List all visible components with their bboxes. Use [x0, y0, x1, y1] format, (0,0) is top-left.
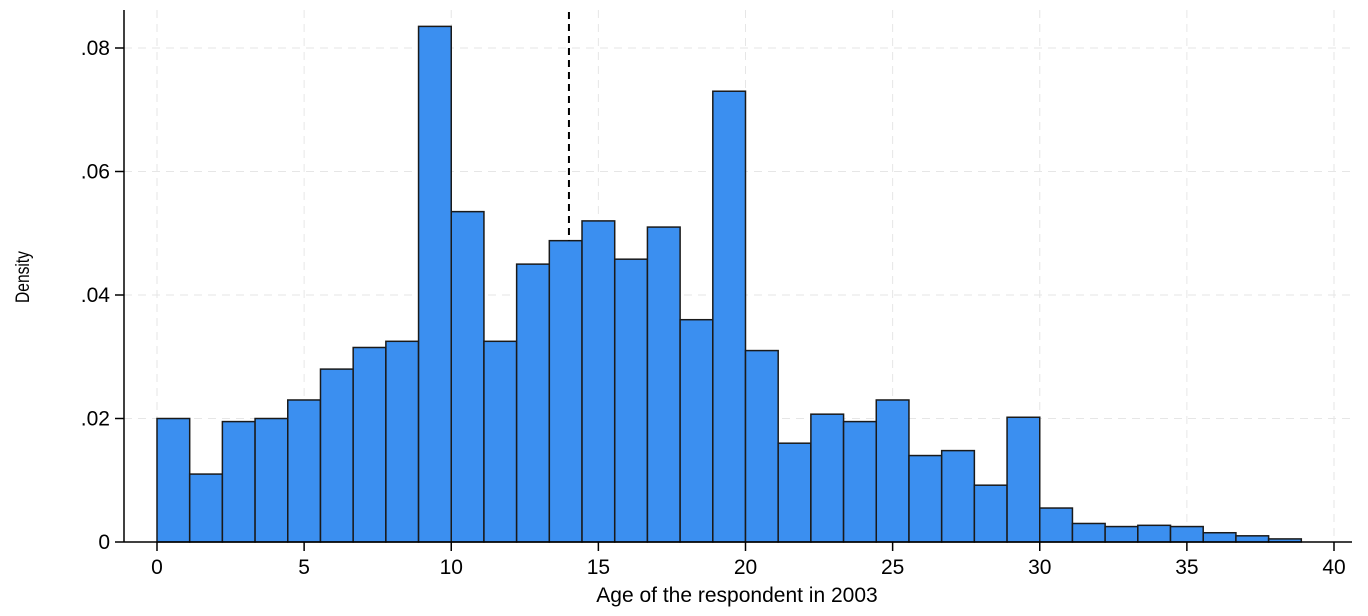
histogram-bar	[1039, 507, 1074, 543]
histogram-bar	[679, 318, 714, 543]
y-tick-labels: 0 .02 .04 .06 .08	[81, 37, 111, 554]
y-tick-label: .06	[81, 161, 110, 184]
histogram-bar	[1235, 535, 1270, 543]
histogram-bar	[319, 368, 354, 543]
y-tick-label: .04	[81, 284, 111, 307]
y-tick-label: .08	[81, 37, 110, 60]
histogram-bar	[548, 239, 583, 543]
histogram-bar	[875, 399, 910, 543]
histogram-bar	[1202, 531, 1237, 543]
histogram-bar	[842, 420, 878, 543]
histogram-bar	[515, 263, 551, 543]
histogram-bar	[777, 442, 812, 543]
histogram-bar	[352, 346, 387, 543]
bars	[156, 25, 1303, 543]
x-tick-label: 35	[1175, 556, 1198, 579]
histogram-bar	[385, 340, 420, 543]
x-tick-label: 5	[298, 556, 310, 579]
histogram-bar	[1137, 524, 1172, 543]
histogram-bar	[1071, 522, 1106, 543]
histogram-bar	[1006, 416, 1041, 543]
histogram-bar	[188, 473, 224, 543]
y-axis-label: Density	[12, 251, 34, 303]
histogram-bar	[973, 484, 1008, 543]
y-tick-label: .02	[81, 408, 110, 431]
x-axis-label: Age of the respondent in 2003	[596, 584, 877, 607]
histogram-bar	[712, 90, 747, 543]
histogram-bar	[221, 420, 256, 543]
x-tick-label: 10	[440, 556, 463, 579]
x-tick-label: 30	[1028, 556, 1051, 579]
histogram-bar	[613, 258, 649, 543]
histogram-bar	[581, 220, 616, 543]
histogram-bar	[254, 417, 289, 543]
histogram-bar	[744, 349, 779, 543]
histogram-bar	[1104, 525, 1139, 543]
histogram-bar	[908, 454, 943, 543]
histogram-bar	[646, 226, 681, 543]
histogram-bar	[810, 413, 845, 543]
x-tick-label: 40	[1322, 556, 1345, 579]
x-tick-label: 20	[734, 556, 757, 579]
histogram-bar	[1169, 525, 1204, 543]
histogram-bar	[940, 449, 976, 543]
y-tick-label: 0	[98, 531, 110, 554]
x-tick-labels: 0 5 10 15 20 25 30 35 40	[151, 556, 1346, 579]
x-tick-label: 25	[881, 556, 904, 579]
histogram-bar	[483, 340, 518, 543]
histogram-bar	[450, 210, 485, 543]
histogram-bar	[417, 25, 453, 543]
axes	[115, 10, 1352, 551]
histogram-bar	[287, 399, 322, 543]
histogram-bar	[156, 417, 191, 543]
x-tick-label: 15	[587, 556, 610, 579]
x-tick-label: 0	[151, 556, 163, 579]
